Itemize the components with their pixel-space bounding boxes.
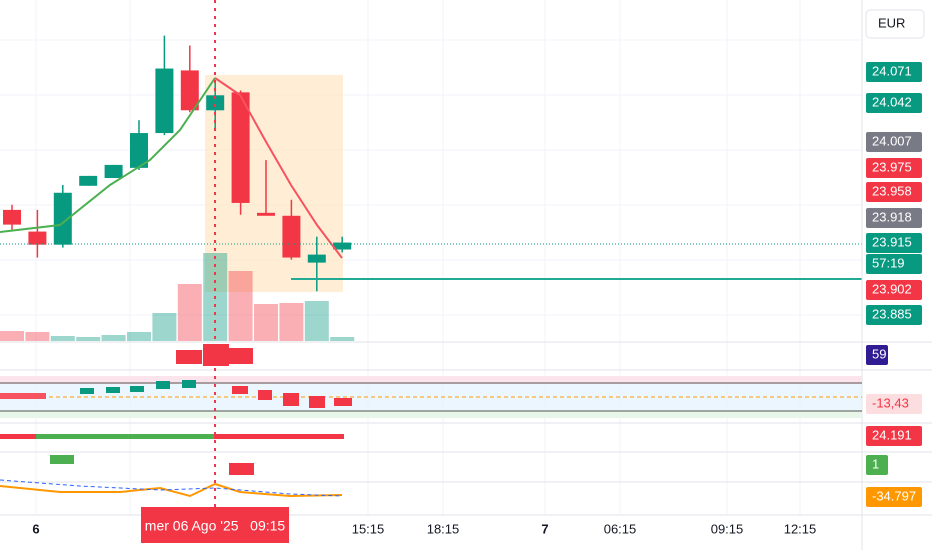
price-tag-label: -34.797 — [872, 488, 916, 503]
price-tag — [866, 132, 922, 152]
volume-bar — [101, 335, 126, 341]
time-label: 12:15 — [784, 521, 817, 536]
price-tag-label: 1 — [872, 456, 879, 471]
price-tag — [866, 233, 922, 253]
volume-bar — [304, 301, 329, 341]
price-tag — [866, 158, 922, 178]
price-tag-label: 23.885 — [872, 306, 912, 321]
price-tag-label: 57:19 — [872, 255, 905, 270]
candle-body — [206, 95, 225, 111]
volume — [0, 253, 355, 341]
ma-line-down — [214, 77, 343, 259]
pane-line — [0, 479, 343, 498]
price-tag-label: 24.007 — [872, 133, 912, 148]
volume-bar — [254, 304, 278, 341]
time-axis: 6 15:15 18:15 7 06:15 09:15 12:15 — [32, 521, 816, 536]
candles — [3, 35, 352, 292]
price-tag-label: 23.975 — [872, 159, 912, 174]
price-tag — [866, 182, 922, 202]
volume-bar — [279, 303, 304, 341]
grid — [0, 0, 862, 515]
candle-body — [130, 133, 148, 168]
price-tag-label: -13,43 — [872, 395, 909, 410]
time-label: 15:15 — [352, 521, 385, 536]
candle-body — [231, 92, 250, 203]
candle-body — [79, 175, 98, 186]
price-tag-label: 24.042 — [872, 94, 912, 109]
ma-line — [0, 77, 216, 233]
price-tags: 24.071 24.042 24.007 23.975 23.958 23.918 23.9… — [866, 62, 922, 507]
price-tag-label: 23.918 — [872, 209, 912, 224]
candle-body — [53, 192, 72, 245]
time-label: 06:15 — [604, 521, 637, 536]
volume-bar — [127, 332, 151, 341]
volume-bar — [330, 337, 355, 341]
candle-body — [257, 212, 275, 216]
price-tag — [866, 93, 922, 113]
price-tag — [866, 487, 922, 507]
volume-bar — [25, 332, 50, 341]
price-tag — [866, 254, 922, 274]
candle-body — [104, 164, 123, 179]
price-tag-label: 23.915 — [872, 234, 912, 249]
volume-bar — [50, 336, 75, 341]
volume-bar — [177, 284, 202, 341]
candle-body — [28, 231, 47, 245]
price-tag — [866, 305, 922, 325]
candle-body — [282, 215, 301, 258]
currency: EUR — [878, 15, 905, 30]
price-tag-label: 59 — [872, 346, 886, 361]
price-tag — [866, 455, 888, 475]
price-tag — [866, 394, 922, 414]
price-tag — [866, 62, 922, 82]
candle-body — [3, 209, 21, 225]
volume-bar — [0, 331, 24, 341]
volume-bar — [76, 337, 101, 341]
price-tag-label: 24.191 — [872, 427, 912, 442]
currency-box — [865, 9, 925, 39]
time-label: 6 — [32, 521, 39, 536]
volume-bar — [152, 313, 177, 341]
candle-body — [307, 254, 326, 263]
price-tag-label: 24.071 — [872, 63, 912, 78]
time-label: 7 — [541, 521, 548, 536]
price-tag — [866, 280, 922, 300]
price-tag — [866, 426, 922, 446]
price-tag-label: 23.902 — [872, 281, 912, 296]
candle-body — [180, 70, 199, 111]
candle-body — [155, 68, 174, 134]
volume-bar — [228, 271, 253, 341]
pane-osc — [0, 376, 862, 418]
price-tag — [866, 345, 888, 365]
crosshair-label: mer 06 Ago '25 09:15 — [145, 518, 286, 534]
time-label: 09:15 — [711, 521, 744, 536]
price-tag-label: 23.958 — [872, 183, 912, 198]
price-tag — [866, 208, 922, 228]
crosshair-tag — [141, 507, 289, 543]
candle-body — [333, 242, 352, 250]
pane-trend — [0, 434, 344, 475]
time-label: 18:15 — [427, 521, 460, 536]
